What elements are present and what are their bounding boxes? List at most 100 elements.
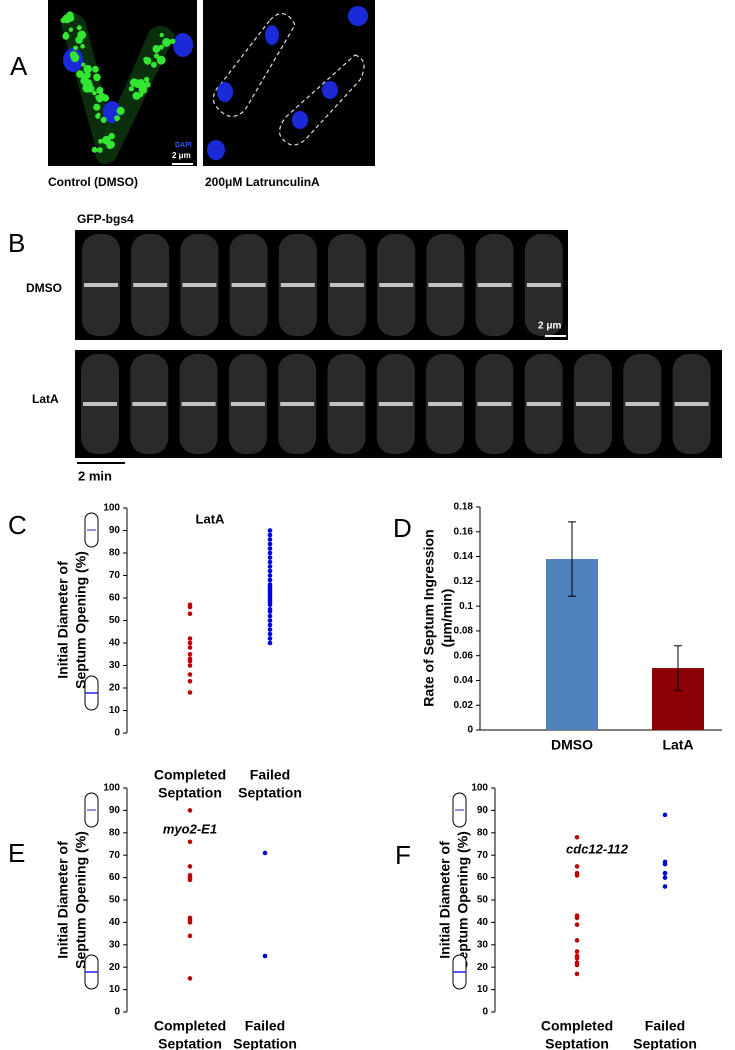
data-point: [187, 976, 193, 981]
septum: [428, 402, 463, 406]
time-label: 2 min: [78, 468, 112, 483]
category-label: Failed: [245, 1018, 285, 1034]
category-label: Septation: [238, 785, 302, 801]
data-point: [187, 645, 193, 650]
nucleus: [322, 81, 338, 99]
septum: [83, 402, 117, 406]
data-point: [267, 636, 273, 641]
septum: [576, 402, 610, 406]
septum: [182, 283, 217, 287]
data-point: [267, 627, 273, 632]
chart-title: cdc12-112: [566, 841, 629, 856]
data-point: [662, 812, 668, 818]
actin-patch: [69, 51, 78, 59]
actin-patch: [150, 61, 157, 68]
actin-patch: [133, 79, 143, 89]
actin-patch: [159, 32, 164, 38]
category-label: Septation: [545, 1036, 609, 1050]
septum: [526, 402, 561, 406]
data-point: [187, 604, 193, 610]
actin-patch: [76, 70, 84, 79]
y-tick-label: 0: [482, 1007, 488, 1018]
y-tick-label: 10: [109, 705, 121, 716]
y-tick-label: 0.12: [454, 576, 474, 587]
actin-patch: [143, 57, 152, 65]
y-tick-label: 0: [114, 728, 120, 739]
stain-label: DAPI: [175, 142, 192, 149]
data-point: [267, 568, 273, 574]
y-tick-label: 60: [109, 872, 121, 883]
actin-patch: [91, 146, 98, 153]
actin-patch: [73, 45, 78, 51]
cell-group: [81, 234, 711, 454]
septum: [526, 283, 561, 287]
panel-label: E: [8, 838, 25, 868]
data-point: [267, 631, 273, 637]
data-point: [267, 602, 273, 608]
data-point: [187, 933, 193, 939]
data-point: [187, 690, 193, 695]
septum: [674, 402, 709, 406]
actin-patch: [68, 27, 74, 32]
septum: [477, 283, 512, 287]
y-tick-label: 20: [109, 962, 121, 973]
data-point: [187, 877, 193, 883]
cell-outline: [279, 54, 365, 146]
data-point: [187, 640, 193, 646]
actin-patch: [162, 38, 171, 47]
data-point: [267, 577, 273, 583]
actin-patch: [107, 140, 115, 149]
data-point: [574, 834, 580, 840]
data-point: [267, 550, 273, 556]
data-point: [187, 864, 193, 869]
y-tick-label: 0: [114, 1007, 120, 1018]
y-tick-label: 60: [477, 872, 489, 883]
scale-label: 2 μm: [172, 151, 191, 160]
cell-outline: [212, 13, 296, 117]
septum: [428, 283, 463, 287]
septum: [330, 283, 364, 287]
y-tick-label: 90: [109, 525, 121, 536]
actin-patch: [82, 83, 92, 93]
actin-patch: [62, 32, 70, 40]
data-point: [574, 915, 580, 921]
septum: [133, 283, 168, 287]
data-point: [187, 920, 193, 925]
data-point: [262, 953, 268, 959]
actin-patch: [97, 147, 103, 153]
data-point: [574, 938, 580, 943]
y-tick-label: 40: [477, 917, 489, 928]
y-axis-label: Septum Opening (%): [73, 831, 89, 969]
data-point: [662, 875, 668, 880]
septum: [477, 402, 512, 406]
panel-label: A: [10, 51, 28, 81]
y-tick-label: 90: [477, 805, 489, 816]
y-tick-label: 80: [109, 548, 121, 559]
actin-patch: [93, 73, 101, 82]
data-point: [187, 658, 193, 664]
data-point: [574, 873, 580, 878]
septum: [329, 402, 364, 406]
y-tick-label: 10: [109, 984, 121, 995]
actin-patch: [84, 71, 91, 79]
y-axis-label: (µm/min): [439, 589, 455, 648]
data-point: [267, 528, 273, 533]
category-label: Septation: [233, 1036, 297, 1050]
actin-patch: [152, 45, 161, 53]
y-tick-label: 40: [109, 917, 121, 928]
septum: [231, 283, 266, 287]
stain-label: Phalloidin: [155, 131, 188, 138]
y-axis-label: Initial Diameter of: [437, 841, 453, 959]
data-point: [267, 546, 273, 551]
actin-patch: [98, 95, 104, 101]
actin-patch: [145, 82, 151, 87]
data-point: [187, 611, 193, 617]
chart-title: LatA: [196, 511, 226, 526]
actin-patch: [75, 36, 83, 44]
data-point: [574, 949, 580, 954]
data-point: [662, 861, 668, 867]
y-tick-label: 100: [103, 503, 120, 514]
y-tick-label: 80: [477, 827, 489, 838]
data-point: [267, 609, 273, 614]
